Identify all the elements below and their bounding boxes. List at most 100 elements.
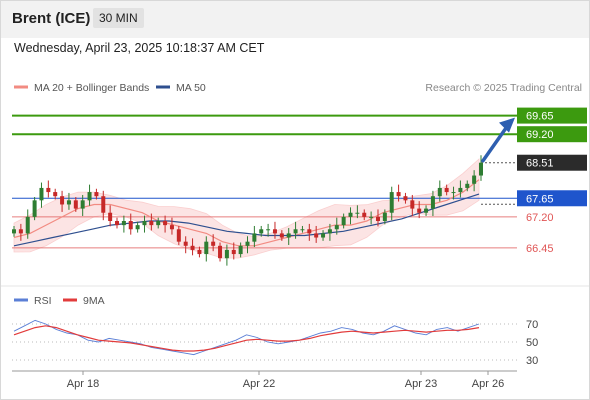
candle: [128, 213, 133, 235]
rsi-panel: 70 50 30: [12, 319, 538, 367]
timeframe-badge[interactable]: 30 MIN: [93, 8, 144, 28]
price-level-labels: 69.65 69.20 68.51 67.65 67.20 66.45: [517, 107, 587, 255]
candle: [245, 236, 250, 254]
level-label-pivot: 67.65: [526, 193, 554, 205]
candle: [314, 225, 319, 243]
credit-text: Research © 2025 Trading Central: [425, 82, 582, 94]
candle: [53, 188, 58, 200]
candle: [142, 215, 147, 233]
candle-body: [266, 229, 271, 231]
candle-body: [238, 245, 243, 255]
x-axis: Apr 18 Apr 22 Apr 23 Apr 26: [67, 371, 504, 390]
candle-body: [218, 245, 223, 259]
candle: [451, 186, 456, 200]
candle-body: [25, 216, 30, 234]
candle-body: [53, 192, 58, 197]
level-label-target: 69.65: [526, 111, 554, 123]
candle: [73, 197, 78, 212]
candle: [272, 221, 277, 239]
candle: [46, 180, 51, 198]
candle-body: [479, 162, 483, 176]
price-levels: [12, 114, 517, 249]
candle-body: [307, 229, 312, 234]
candle: [211, 234, 216, 252]
candle-body: [389, 192, 394, 213]
candle: [80, 194, 85, 217]
candle: [279, 230, 284, 241]
candle-body: [252, 233, 257, 242]
candle: [197, 246, 202, 258]
candle-body: [204, 241, 209, 255]
candle: [334, 217, 339, 235]
candle-body: [362, 212, 367, 217]
level-badge-target: [517, 107, 587, 124]
candle-body: [327, 229, 332, 234]
candle: [224, 244, 229, 266]
candle: [204, 236, 209, 262]
candle-body: [437, 187, 442, 197]
candle: [87, 184, 92, 206]
candle: [18, 223, 23, 241]
arrow-head: [499, 117, 515, 133]
candle: [437, 180, 442, 202]
candle: [12, 225, 16, 237]
candle: [101, 190, 106, 221]
level-label-support: 67.20: [526, 212, 554, 224]
candle: [286, 228, 291, 245]
candle-body: [12, 229, 16, 234]
candle-body: [430, 196, 435, 209]
candle-body: [272, 229, 277, 234]
candle: [183, 236, 188, 254]
candle-body: [424, 208, 429, 213]
candle: [472, 170, 477, 192]
candle: [238, 242, 243, 258]
candle-body: [451, 192, 456, 194]
candle: [362, 209, 367, 221]
candle-body: [279, 233, 284, 238]
candle-body: [46, 187, 51, 193]
candle-body: [39, 187, 44, 201]
last-price-label: 68.51: [526, 158, 554, 170]
candle-body: [444, 187, 449, 193]
candle: [389, 186, 394, 221]
candle: [403, 192, 408, 204]
candle-body: [458, 187, 463, 193]
candle: [32, 197, 37, 221]
candle-body: [183, 241, 188, 246]
candle: [156, 217, 161, 229]
candle-body: [80, 200, 85, 209]
candle-body: [314, 233, 319, 238]
candle-body: [375, 216, 380, 221]
x-tick-label: Apr 23: [405, 378, 437, 390]
candle-body: [32, 200, 37, 217]
candle: [66, 192, 71, 210]
candle-body: [101, 196, 106, 213]
bollinger-envelope: [13, 158, 480, 259]
rsi-9ma-line: [13, 325, 480, 352]
candle: [176, 225, 181, 245]
candle: [149, 213, 154, 231]
header-bar: Brent (ICE) 30 MIN: [1, 1, 589, 38]
candle: [375, 209, 380, 227]
rsi-line: [13, 319, 480, 356]
candle-body: [472, 175, 477, 184]
candle-body: [73, 200, 78, 209]
candle: [94, 188, 99, 200]
candle-body: [355, 212, 360, 214]
datetime-label: Wednesday, April 23, 2025 10:18:37 AM CE…: [14, 41, 265, 55]
legend-label-rsi: RSI: [34, 295, 52, 307]
candle: [108, 205, 113, 227]
candle: [458, 180, 463, 198]
candle: [25, 209, 30, 239]
candle-body: [156, 221, 161, 226]
candle: [479, 155, 483, 181]
candle: [444, 184, 449, 196]
candle-body: [465, 183, 470, 188]
candle-body: [142, 221, 147, 226]
candle-body: [410, 200, 415, 209]
candle-body: [87, 192, 92, 201]
candle: [135, 221, 140, 233]
ma50-line: [13, 193, 480, 247]
